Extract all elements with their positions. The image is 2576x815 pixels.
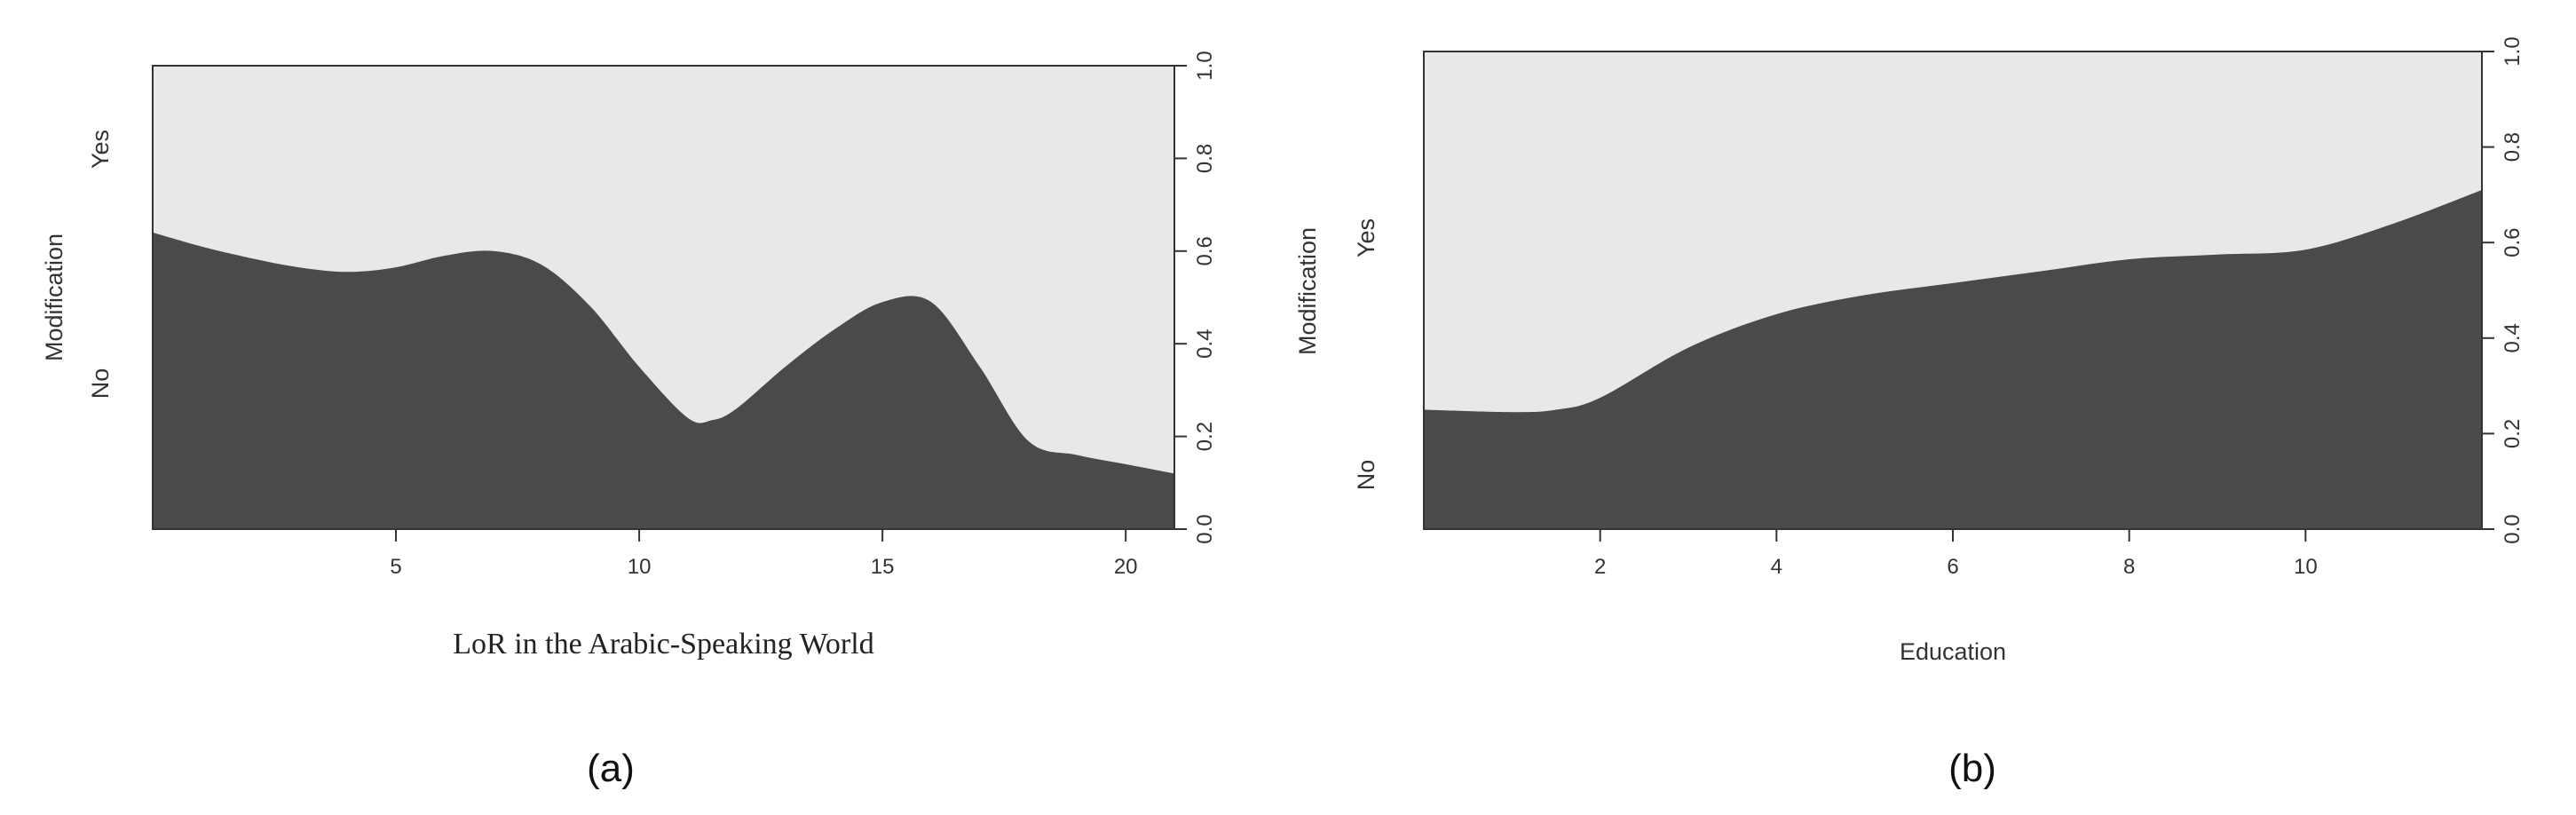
x-tick-label: 4 [1771,555,1782,579]
y-tick-label: 0.0 [2501,514,2525,543]
category-label-no: No [1353,460,1379,491]
y-tick-label: 0.4 [1193,329,1217,359]
no-region [1424,190,2482,529]
x-tick-label: 8 [2123,555,2135,579]
x-tick-label: 2 [1594,555,1606,579]
chart-a: 5 10 15 20 0.0 0.2 0.4 0.6 0.8 1.0 No Yes Modificati… [41,51,1217,790]
y-tick-label: 0.0 [1193,514,1217,543]
y-tick-label: 0.6 [1193,236,1217,265]
y-axis-title: Modification [41,233,67,361]
x-tick-label: 15 [871,555,895,579]
y-tick-label: 0.8 [2501,132,2525,162]
x-axis-title: LoR in the Arabic-Speaking World [453,628,873,661]
x-axis-title: Education [1900,638,2006,665]
x-tick-label: 10 [628,555,652,579]
plot-frame [152,65,1175,530]
y-tick-label: 0.6 [2501,228,2525,257]
panel-caption: (a) [587,747,635,790]
y-tick-label: 0.8 [1193,144,1217,173]
no-region [153,232,1174,529]
y-tick-label: 1.0 [1193,51,1217,80]
category-label-no: No [87,368,114,400]
panel-caption: (b) [1948,747,1996,790]
chart-b: 2 4 6 8 10 0.0 0.2 0.4 0.6 0.8 1.0 No Yes Modificatio… [1294,36,2525,790]
x-tick-label: 20 [1114,555,1138,579]
y-axis-title: Modification [1294,227,1321,355]
category-label-yes: Yes [1353,218,1379,257]
category-label-yes: Yes [87,130,114,169]
y-tick-label: 0.2 [2501,419,2525,448]
y-tick-label: 1.0 [2501,36,2525,66]
x-tick-label: 10 [2294,555,2318,579]
y-tick-label: 0.2 [1193,422,1217,451]
x-tick-label: 5 [390,555,401,579]
y-tick-label: 0.4 [2501,323,2525,352]
x-tick-label: 6 [1947,555,1958,579]
